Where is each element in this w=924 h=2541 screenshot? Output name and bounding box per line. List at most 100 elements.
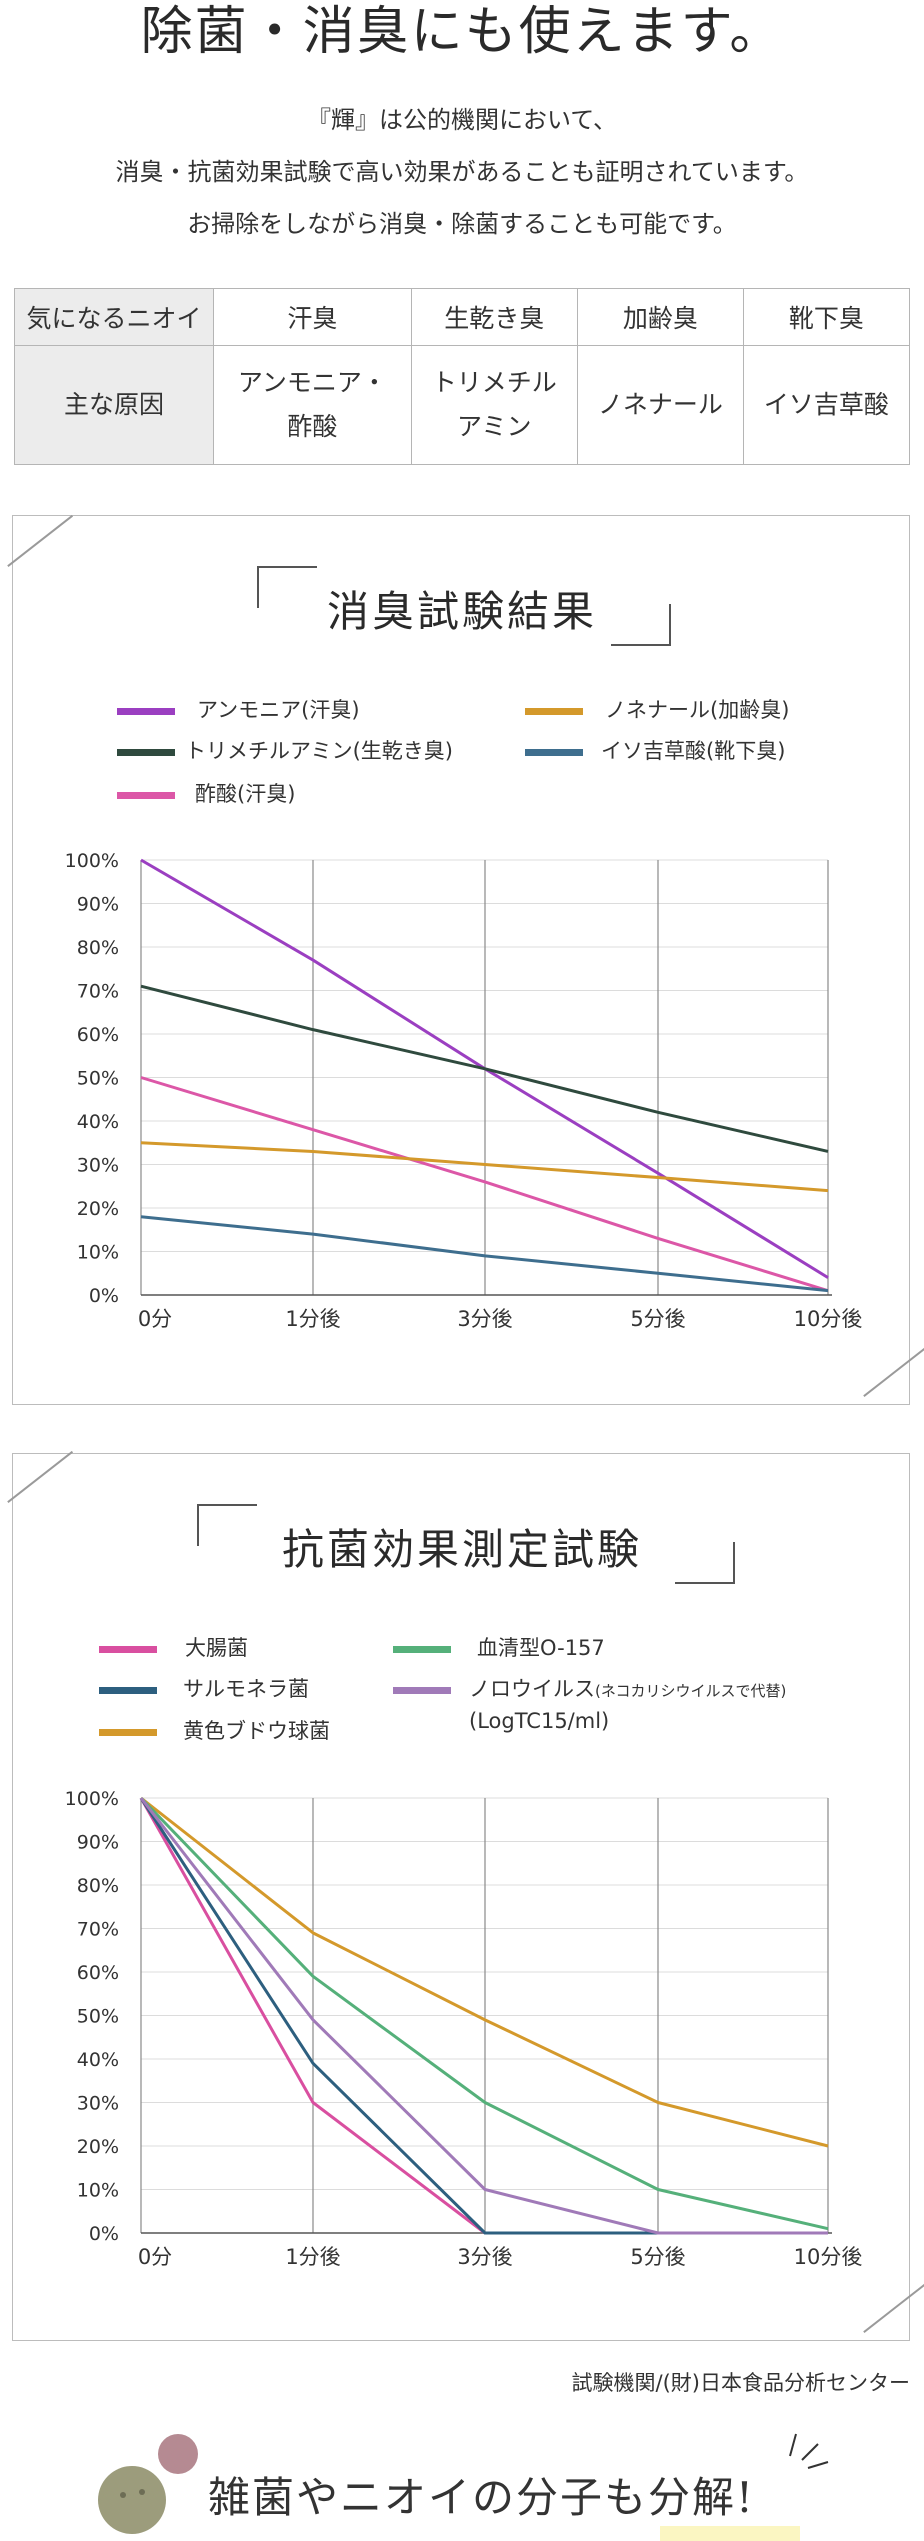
germ-circle xyxy=(98,2466,166,2534)
intro-line-2: 消臭・抗菌効果試験で高い効果があることも証明されています。 xyxy=(115,158,809,186)
legend-item: トリメチルアミン(生乾き臭) xyxy=(117,735,453,765)
y-tick-label: 0% xyxy=(89,2223,119,2245)
series-line xyxy=(140,984,829,1153)
y-tick-label: 50% xyxy=(77,1068,119,1090)
legend-swatch xyxy=(525,748,583,756)
y-tick-label: 50% xyxy=(77,2006,119,2028)
legend-item: アンモニア(汗臭) xyxy=(117,694,360,724)
table-cell: イソ吉草酸 xyxy=(742,345,911,465)
table-header-cell: 靴下臭 xyxy=(742,288,911,346)
legend-item: ノネナール(加齢臭) xyxy=(525,694,789,724)
series-line xyxy=(140,1796,829,2148)
deodorize-chart-panel: 消臭試験結果 アンモニア(汗臭) トリメチルアミン(生乾き臭) 酢酸(汗臭) ノ… xyxy=(7,514,924,1405)
table-header-cell: 気になるニオイ xyxy=(14,288,214,346)
y-tick-label: 100% xyxy=(65,850,119,872)
intro-line-1: 『輝』は公的機関において、 xyxy=(306,106,618,134)
antibacterial-chart-panel: 抗菌効果測定試験 大腸菌 サルモネラ菌 黄色ブドウ球菌 血清型O-157 ノロウ… xyxy=(7,1450,924,2341)
table-cell: ノネナール xyxy=(576,345,744,465)
chart-title: 消臭試験結果 xyxy=(326,587,597,636)
y-tick-label: 100% xyxy=(65,1788,119,1810)
table-header-cell: 生乾き臭 xyxy=(410,288,578,346)
y-tick-label: 80% xyxy=(77,1875,119,1897)
legend-item: 大腸菌 xyxy=(99,1632,248,1662)
title-bracket-right xyxy=(675,1542,735,1584)
table-cell: アンモニア・ 酢酸 xyxy=(213,345,412,465)
legend-note: (ネコカリシウイルスで代替) xyxy=(595,1682,787,1700)
y-tick-label: 40% xyxy=(77,1111,119,1133)
title-bracket-left xyxy=(197,1504,257,1546)
y-tick-label: 80% xyxy=(77,937,119,959)
antibacterial-line-chart: 100% 90% 80% 70% 60% 50% 40% 30% 20% 10% 0% 0分 1分後 3分… xyxy=(65,1788,863,2269)
germ-eye xyxy=(120,2492,126,2498)
legend-swatch xyxy=(393,1686,451,1694)
x-tick-label: 0分 xyxy=(138,1307,172,1331)
banner-highlight xyxy=(660,2526,800,2541)
cell-line: イソ吉草酸 xyxy=(763,390,889,419)
germ-illustration-icon xyxy=(98,2434,198,2534)
title-bracket-left xyxy=(257,566,317,608)
table-cell: トリメチル アミン xyxy=(410,345,578,465)
y-tick-label: 20% xyxy=(77,1198,119,1220)
table-header-row: 気になるニオイ 汗臭 生乾き臭 加齢臭 靴下臭 xyxy=(14,288,911,346)
y-tick-label: 60% xyxy=(77,1024,119,1046)
y-tick-label: 20% xyxy=(77,2136,119,2158)
legend-label: ノネナール(加齢臭) xyxy=(605,698,790,722)
legend-label: 血清型O-157 xyxy=(477,1636,605,1660)
legend-swatch xyxy=(99,1686,157,1694)
y-tick-label: 30% xyxy=(77,2093,119,2115)
y-tick-label: 30% xyxy=(77,1155,119,1177)
chart-title: 抗菌効果測定試験 xyxy=(281,1525,642,1574)
legend-label: アンモニア(汗臭) xyxy=(197,698,360,722)
x-tick-label: 3分後 xyxy=(457,1307,512,1331)
legend-label: サルモネラ菌 xyxy=(183,1677,309,1701)
x-tick-label: 5分後 xyxy=(630,2245,685,2269)
y-tick-label: 60% xyxy=(77,1962,119,1984)
y-tick-label: 10% xyxy=(77,1242,119,1264)
x-tick-label: 1分後 xyxy=(285,2245,340,2269)
series-line xyxy=(139,1796,829,2231)
legend-label: ノロウイルス xyxy=(469,1677,595,1701)
y-tick-label: 0% xyxy=(89,1285,119,1307)
y-tick-label: 70% xyxy=(77,981,119,1003)
legend-item: サルモネラ菌 xyxy=(99,1673,309,1703)
odor-cause-table: 気になるニオイ 汗臭 生乾き臭 加齢臭 靴下臭 主な原因 アンモニア・ 酢酸 トリ… xyxy=(14,288,911,465)
legend-swatch xyxy=(525,707,583,715)
y-tick-label: 40% xyxy=(77,2049,119,2071)
cell-line: トリメチル xyxy=(431,368,557,397)
cell-line: ノネナール xyxy=(597,390,723,419)
table-row: 主な原因 アンモニア・ 酢酸 トリメチル アミン ノネナール イソ吉草酸 xyxy=(14,345,911,465)
intro-line-3: お掃除をしながら消臭・除菌することも可能です。 xyxy=(187,210,737,238)
banner-text: 雑菌やニオイの分子も分解! xyxy=(208,2473,755,2522)
legend-label: トリメチルアミン(生乾き臭) xyxy=(185,739,453,763)
x-tick-label: 1分後 xyxy=(285,1307,340,1331)
y-tick-label: 10% xyxy=(77,2180,119,2202)
legend-item: 黄色ブドウ球菌 xyxy=(99,1715,330,1745)
legend-swatch xyxy=(117,791,175,799)
x-tick-label: 3分後 xyxy=(457,2245,512,2269)
legend-item: イソ吉草酸(靴下臭) xyxy=(525,735,785,765)
x-tick-label: 10分後 xyxy=(794,1307,863,1331)
legend-swatch xyxy=(393,1645,451,1653)
title-bracket-right xyxy=(611,604,671,646)
legend-item: 酢酸(汗臭) xyxy=(117,778,295,808)
page-heading: 除菌・消臭にも使えます。 xyxy=(140,2,784,62)
series-line xyxy=(140,1141,829,1193)
legend-swatch xyxy=(117,707,175,715)
x-tick-label: 10分後 xyxy=(794,2245,863,2269)
series-line xyxy=(139,1797,828,2235)
legend-label: 大腸菌 xyxy=(185,1636,248,1660)
germ-circle xyxy=(158,2434,198,2474)
legend-item: ノロウイルス(ネコカリシウイルスで代替) xyxy=(393,1673,786,1703)
testing-agency-credit: 試験機関/(財)日本食品分析センター xyxy=(571,2371,910,2395)
x-tick-label: 5分後 xyxy=(630,1307,685,1331)
legend-swatch xyxy=(99,1645,157,1653)
table-header-cell: 汗臭 xyxy=(213,288,412,346)
legend-swatch xyxy=(99,1728,157,1736)
legend-swatch xyxy=(117,748,175,756)
y-tick-label: 90% xyxy=(77,894,119,916)
cell-line: アミン xyxy=(457,412,532,441)
y-tick-label: 90% xyxy=(77,1832,119,1854)
legend-note-unit: (LogTC15/ml) xyxy=(469,1709,610,1733)
legend-item: 血清型O-157 xyxy=(393,1632,605,1662)
y-tick-label: 70% xyxy=(77,1919,119,1941)
